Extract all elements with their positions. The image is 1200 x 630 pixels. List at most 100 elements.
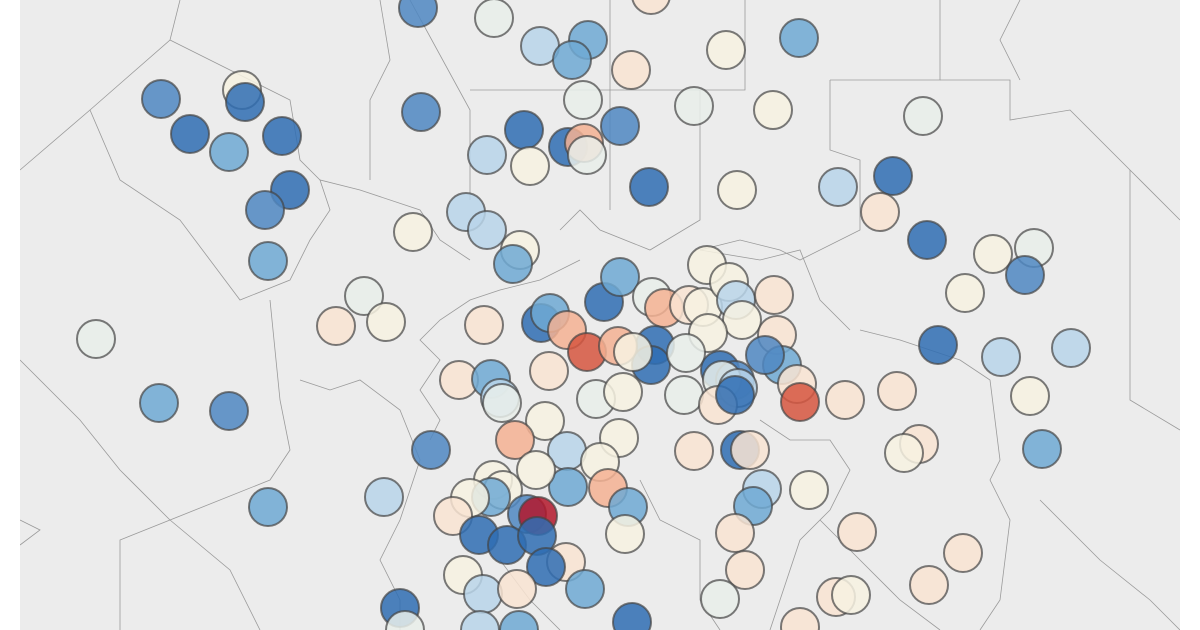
map-marker[interactable]	[463, 574, 503, 614]
boundary-line	[999, 0, 1021, 81]
map-marker[interactable]	[945, 273, 985, 313]
map-marker[interactable]	[745, 335, 785, 375]
boundary-line	[369, 0, 391, 180]
map-marker[interactable]	[753, 90, 793, 130]
map-marker[interactable]	[715, 375, 755, 415]
map-marker[interactable]	[779, 18, 819, 58]
map-marker[interactable]	[706, 30, 746, 70]
map-marker[interactable]	[526, 547, 566, 587]
map-marker[interactable]	[467, 210, 507, 250]
map-marker[interactable]	[248, 241, 288, 281]
boundary-line	[19, 109, 471, 301]
map-marker[interactable]	[245, 190, 285, 230]
map-marker[interactable]	[248, 487, 288, 527]
map-marker[interactable]	[666, 333, 706, 373]
map-marker[interactable]	[364, 477, 404, 517]
map-marker[interactable]	[717, 170, 757, 210]
map-marker[interactable]	[973, 234, 1013, 274]
map-marker[interactable]	[401, 92, 441, 132]
boundary-line	[699, 249, 851, 331]
boundary-line	[19, 519, 41, 546]
map-marker[interactable]	[909, 565, 949, 605]
map-marker[interactable]	[631, 0, 671, 15]
map-marker[interactable]	[344, 276, 384, 316]
map-marker[interactable]	[780, 607, 820, 630]
map-marker[interactable]	[664, 375, 704, 415]
map-marker[interactable]	[730, 430, 770, 470]
map-marker[interactable]	[170, 114, 210, 154]
map-marker[interactable]	[629, 167, 669, 207]
map-marker[interactable]	[603, 372, 643, 412]
map-marker[interactable]	[674, 431, 714, 471]
map-marker[interactable]	[877, 371, 917, 411]
map-marker[interactable]	[700, 579, 740, 619]
county-borders	[19, 0, 1181, 630]
map-marker[interactable]	[613, 332, 653, 372]
map-marker[interactable]	[611, 50, 651, 90]
map-marker[interactable]	[600, 257, 640, 297]
map-marker[interactable]	[529, 351, 569, 391]
map-marker[interactable]	[467, 135, 507, 175]
map-marker[interactable]	[398, 0, 438, 28]
map-marker[interactable]	[385, 610, 425, 630]
map-marker[interactable]	[482, 383, 522, 423]
map-marker[interactable]	[563, 80, 603, 120]
map-marker[interactable]	[567, 135, 607, 175]
map-marker[interactable]	[789, 470, 829, 510]
map-marker[interactable]	[907, 220, 947, 260]
map-marker[interactable]	[981, 337, 1021, 377]
boundary-line	[699, 80, 861, 261]
map-marker[interactable]	[393, 212, 433, 252]
map-marker[interactable]	[548, 467, 588, 507]
map-marker[interactable]	[818, 167, 858, 207]
map-marker[interactable]	[262, 116, 302, 156]
map-marker[interactable]	[316, 306, 356, 346]
map-marker[interactable]	[780, 382, 820, 422]
map-marker[interactable]	[884, 433, 924, 473]
boundary-line	[419, 259, 581, 441]
map-marker[interactable]	[464, 305, 504, 345]
map-marker[interactable]	[918, 325, 958, 365]
map-marker[interactable]	[754, 275, 794, 315]
map-marker[interactable]	[504, 110, 544, 150]
map-marker[interactable]	[903, 96, 943, 136]
map-marker[interactable]	[366, 302, 406, 342]
map-marker[interactable]	[460, 610, 500, 630]
map-marker[interactable]	[139, 383, 179, 423]
map-marker[interactable]	[674, 86, 714, 126]
map-marker[interactable]	[141, 79, 181, 119]
map-marker[interactable]	[510, 146, 550, 186]
map-marker[interactable]	[1010, 376, 1050, 416]
map-marker[interactable]	[612, 602, 652, 630]
boundary-line	[19, 359, 261, 630]
map-marker[interactable]	[1005, 255, 1045, 295]
map-marker[interactable]	[873, 156, 913, 196]
map-marker[interactable]	[209, 132, 249, 172]
map-marker[interactable]	[225, 82, 265, 122]
map-marker[interactable]	[516, 450, 556, 490]
map-marker[interactable]	[605, 514, 645, 554]
map-marker[interactable]	[411, 430, 451, 470]
map-marker[interactable]	[600, 106, 640, 146]
map-marker[interactable]	[209, 391, 249, 431]
map-marker[interactable]	[831, 575, 871, 615]
map-marker[interactable]	[715, 513, 755, 553]
map-marker[interactable]	[474, 0, 514, 38]
map-marker[interactable]	[1022, 429, 1062, 469]
map-marker[interactable]	[860, 192, 900, 232]
map-marker[interactable]	[495, 420, 535, 460]
map-marker[interactable]	[499, 610, 539, 630]
map-marker[interactable]	[722, 300, 762, 340]
map-marker[interactable]	[943, 533, 983, 573]
map-marker[interactable]	[76, 319, 116, 359]
map-marker[interactable]	[837, 512, 877, 552]
map-marker[interactable]	[725, 550, 765, 590]
map-marker[interactable]	[552, 40, 592, 80]
map-marker[interactable]	[825, 380, 865, 420]
map-marker[interactable]	[565, 569, 605, 609]
map-marker[interactable]	[525, 401, 565, 441]
map-marker[interactable]	[493, 244, 533, 284]
map-marker[interactable]	[497, 569, 537, 609]
map-marker[interactable]	[1051, 328, 1091, 368]
